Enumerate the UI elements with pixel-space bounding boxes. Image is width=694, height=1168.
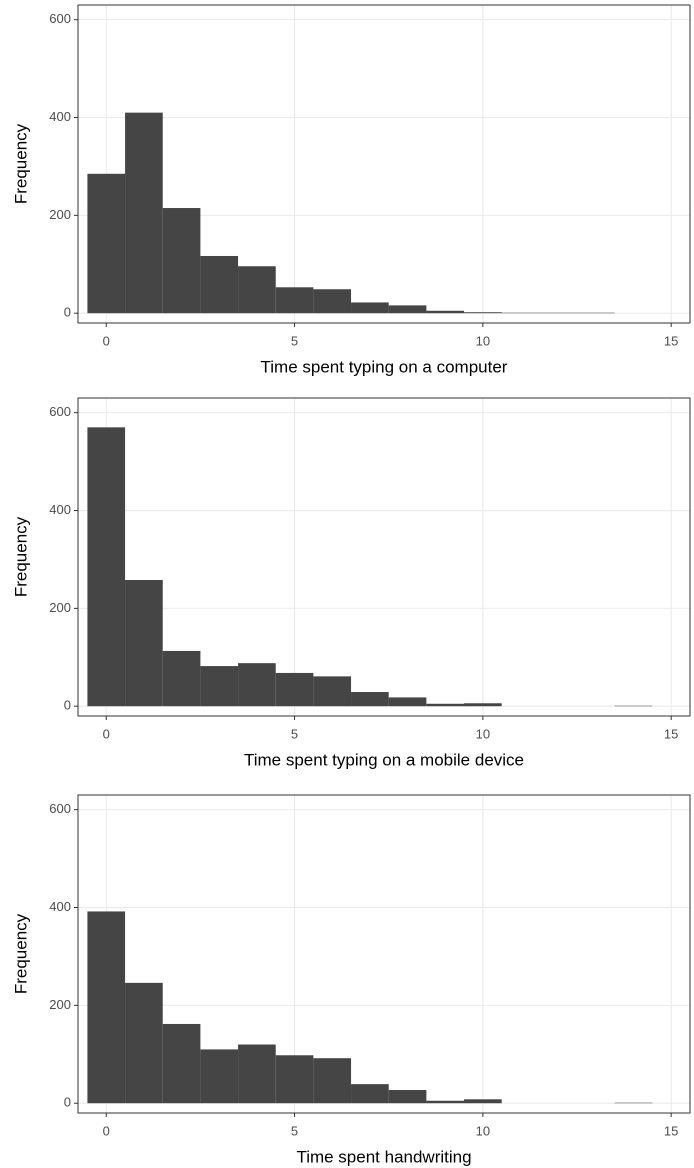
bar xyxy=(162,650,201,707)
panel-border xyxy=(77,4,691,324)
x-axis-title: Time spent handwriting xyxy=(296,1147,471,1166)
x-tick-label: 5 xyxy=(291,333,298,348)
bar xyxy=(200,1049,239,1104)
x-tick-label: 5 xyxy=(291,1123,298,1138)
bar xyxy=(464,1099,502,1104)
y-tick-label: 600 xyxy=(49,801,71,816)
y-tick-label: 600 xyxy=(49,11,71,26)
bar xyxy=(313,289,352,314)
bar xyxy=(388,1090,427,1104)
y-tick-label: 0 xyxy=(64,305,71,320)
y-tick-label: 400 xyxy=(49,502,71,517)
bar xyxy=(200,666,239,707)
bar xyxy=(388,305,427,314)
x-tick-label: 0 xyxy=(103,726,110,741)
histogram-panel: 0 200 400 600 0 5 10 15 Time spent typing on a m… xyxy=(11,397,691,769)
bar xyxy=(125,112,163,314)
bar xyxy=(200,255,239,314)
bar xyxy=(275,672,314,707)
bar xyxy=(238,663,276,707)
bar xyxy=(464,703,502,707)
bar xyxy=(351,1084,389,1104)
bar xyxy=(125,982,163,1104)
bar xyxy=(87,911,126,1104)
bar xyxy=(426,310,465,314)
bar xyxy=(351,302,389,314)
bar xyxy=(238,266,276,314)
panel-border xyxy=(77,397,691,717)
y-tick-label: 200 xyxy=(49,600,71,615)
panel-border xyxy=(77,794,691,1114)
bar xyxy=(238,1044,276,1104)
y-axis-title: Frequency xyxy=(11,123,30,204)
x-tick-label: 15 xyxy=(664,1123,678,1138)
bar xyxy=(87,427,126,707)
bar xyxy=(275,287,314,314)
x-tick-label: 10 xyxy=(476,1123,490,1138)
bar xyxy=(87,173,126,314)
y-tick-label: 600 xyxy=(49,404,71,419)
y-tick-label: 400 xyxy=(49,109,71,124)
x-tick-label: 10 xyxy=(476,726,490,741)
histogram-panel: 0 200 400 600 0 5 10 15 Time spent handwriting Fr… xyxy=(11,794,691,1166)
x-tick-label: 10 xyxy=(476,333,490,348)
x-tick-label: 15 xyxy=(664,726,678,741)
bar xyxy=(162,208,201,314)
y-axis-title: Frequency xyxy=(11,913,30,994)
y-tick-label: 200 xyxy=(49,207,71,222)
x-tick-label: 15 xyxy=(664,333,678,348)
y-tick-label: 0 xyxy=(64,698,71,713)
histogram-panel: 0 200 400 600 0 5 10 15 Time spent typing on a c… xyxy=(11,4,691,376)
y-tick-label: 0 xyxy=(64,1095,71,1110)
bar xyxy=(351,692,389,707)
bar xyxy=(313,676,352,707)
y-tick-label: 200 xyxy=(49,997,71,1012)
bar xyxy=(426,1100,465,1104)
bar xyxy=(275,1055,314,1104)
x-axis-title: Time spent typing on a computer xyxy=(261,357,508,376)
bar xyxy=(125,579,163,707)
bar xyxy=(162,1023,201,1104)
x-tick-label: 5 xyxy=(291,726,298,741)
bar xyxy=(313,1058,352,1104)
x-axis-title: Time spent typing on a mobile device xyxy=(244,750,524,769)
y-axis-title: Frequency xyxy=(11,516,30,597)
x-tick-label: 0 xyxy=(103,333,110,348)
x-tick-label: 0 xyxy=(103,1123,110,1138)
bar xyxy=(388,697,427,707)
bar xyxy=(426,703,465,707)
bar xyxy=(464,312,502,314)
y-tick-label: 400 xyxy=(49,899,71,914)
